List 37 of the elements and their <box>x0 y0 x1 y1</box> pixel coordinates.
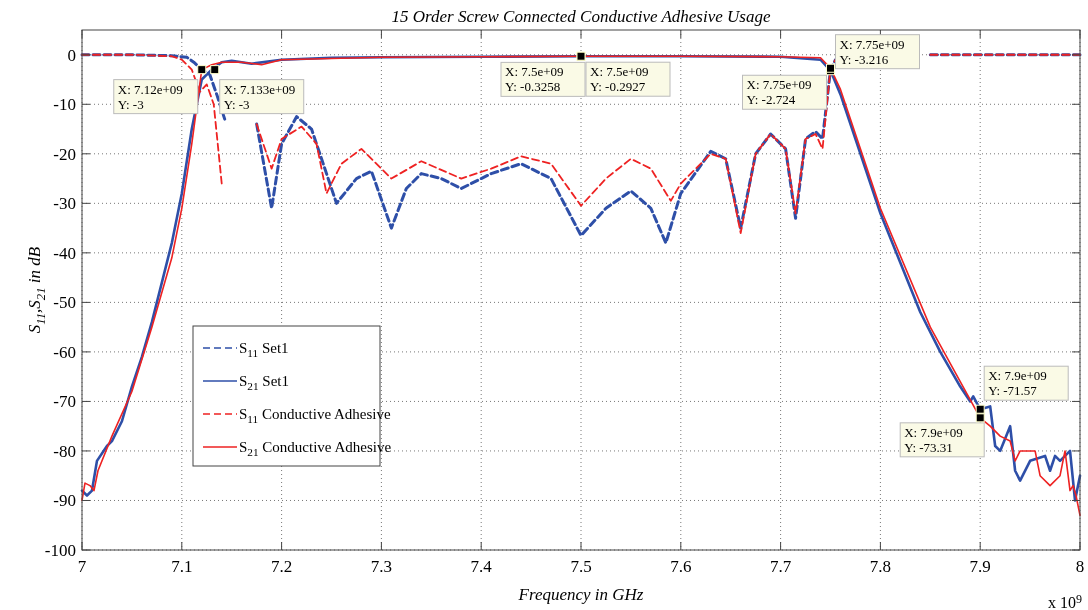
x-tick-label: 7.9 <box>969 557 991 576</box>
legend-label: S$_{21}$ Conductive Adhesive <box>239 439 392 458</box>
x-tick-label: 7.7 <box>769 557 792 576</box>
annotation: X: 7.5e+09 Y: -0.3258 <box>505 64 564 95</box>
annotation: X: 7.75e+09 Y: -2.724 <box>746 77 812 108</box>
x-tick-label: 7.2 <box>270 557 293 576</box>
y-tick-label: -90 <box>53 491 76 511</box>
annotation: X: 7.75e+09 Y: -3.216 <box>839 36 905 67</box>
x-tick-label: 7 <box>77 557 87 576</box>
chart-title: 15 Order Screw Connected Conductive Adhesive Usage <box>391 7 771 26</box>
x-axis-title: Frequency in GHz <box>517 585 644 604</box>
x-tick-label: 7.4 <box>470 557 493 576</box>
legend-label: S$_{11}$ Conductive Adhesive <box>239 406 392 425</box>
y-tick-label: -20 <box>53 144 76 164</box>
annotation: X: 7.5e+09 Y: -0.2927 <box>590 64 649 95</box>
x-tick-label: 8 <box>1075 557 1085 576</box>
y-tick-label: -10 <box>53 95 76 115</box>
y-tick-label: -40 <box>53 243 76 263</box>
annotation: X: 7.133e+09 Y: -3 <box>223 81 296 112</box>
x-tick-label: 7.1 <box>171 557 193 576</box>
text: x 10$^{9}$ <box>1048 591 1082 610</box>
x-tick-label: 7.8 <box>869 557 892 576</box>
y-tick-label: 0 <box>67 45 76 65</box>
annotation: X: 7.9e+09 Y: -71.57 <box>988 368 1047 399</box>
y-tick-label: -30 <box>53 194 76 214</box>
x-tick-label: 7.6 <box>670 557 692 576</box>
x-tick-label: 7.3 <box>370 557 393 576</box>
y-tick-label: -60 <box>53 342 76 362</box>
y-tick-label: -70 <box>53 392 76 412</box>
y-tick-label: -100 <box>44 541 76 560</box>
y-tick-label: -80 <box>53 441 76 461</box>
legend-label: S$_{11}$ Set1 <box>239 340 289 359</box>
x-tick-label: 7.5 <box>570 557 592 576</box>
legend-label: S$_{21}$ Set1 <box>239 373 290 392</box>
annotation: X: 7.12e+09 Y: -3 <box>117 81 183 112</box>
annotation: X: 7.9e+09 Y: -73.31 <box>904 424 963 455</box>
y-tick-label: -50 <box>53 293 76 313</box>
